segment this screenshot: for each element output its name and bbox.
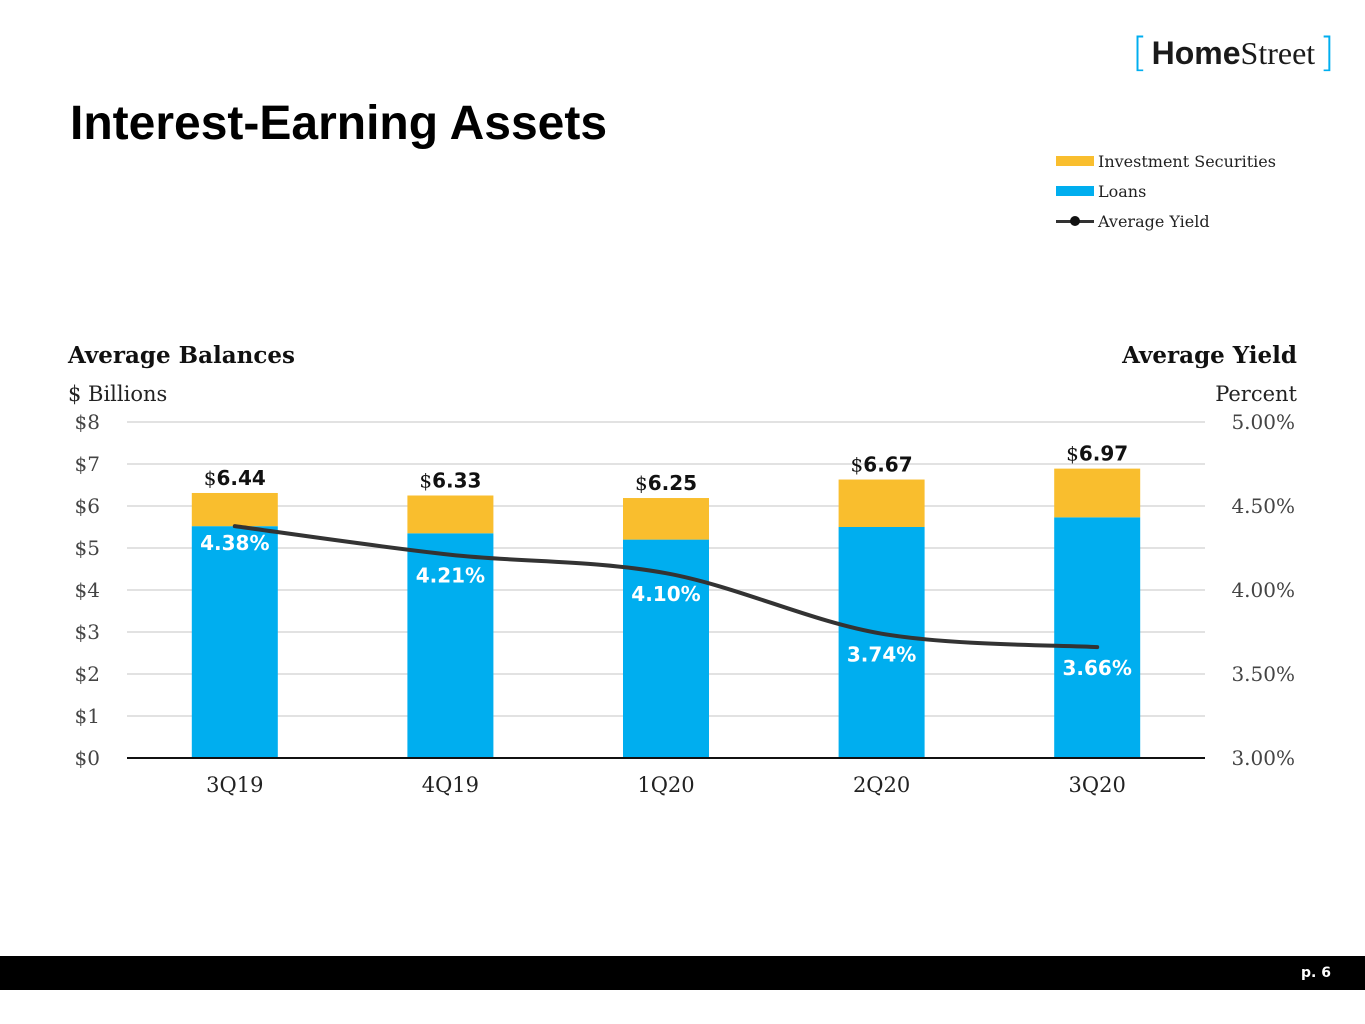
bar-investment <box>407 495 494 534</box>
legend-label-investment: Investment Securities <box>1098 151 1276 171</box>
total-label-value: 6.97 <box>1079 442 1128 466</box>
legend-swatch-yield <box>1056 216 1094 226</box>
total-label: $6.97 <box>1066 442 1128 466</box>
y-tick-label: $3 <box>75 620 100 644</box>
legend-label-loans: Loans <box>1098 181 1147 201</box>
y-tick-label: $2 <box>75 662 100 686</box>
total-label: $6.33 <box>419 469 481 493</box>
legend-swatch-loans <box>1056 186 1094 196</box>
bar-loans <box>623 539 709 758</box>
page-number: p. 6 <box>1301 965 1331 981</box>
total-label-prefix: $ <box>419 469 432 493</box>
y2-tick-label: 3.00% <box>1231 746 1295 770</box>
logo-bracket-right: ] <box>1319 30 1335 76</box>
x-tick-label: 4Q19 <box>422 773 479 797</box>
left-axis-heading: Average Balances <box>68 342 295 369</box>
bar-loans <box>191 526 278 758</box>
total-label-prefix: $ <box>851 453 864 477</box>
footer-bar <box>0 956 1365 990</box>
logo-bracket-left: [ <box>1132 30 1148 76</box>
total-label-value: 6.33 <box>432 469 481 493</box>
logo-home: Home <box>1151 34 1241 71</box>
y2-tick-label: 4.50% <box>1231 494 1295 518</box>
right-axis-heading: Average Yield <box>1122 342 1297 369</box>
total-label-value: 6.25 <box>648 471 697 495</box>
legend-item-investment: Investment Securities <box>1056 146 1276 176</box>
y-tick-label: $8 <box>75 410 100 434</box>
total-label-prefix: $ <box>635 471 648 495</box>
y-tick-label: $1 <box>75 704 100 728</box>
x-tick-label: 3Q20 <box>1069 773 1126 797</box>
chart-legend: Investment Securities Loans Average Yiel… <box>1056 146 1276 236</box>
y-tick-label: $0 <box>75 746 100 770</box>
total-label: $6.67 <box>851 453 913 477</box>
legend-swatch-investment <box>1056 156 1094 166</box>
page-title: Interest-Earning Assets <box>70 97 608 150</box>
left-axis-unit: $ Billions <box>68 382 168 406</box>
y-tick-label: $7 <box>75 452 100 476</box>
homestreet-logo: [ HomeStreet ] <box>1132 30 1335 76</box>
bar-investment <box>838 479 925 527</box>
bar-investment <box>623 498 709 540</box>
legend-item-yield: Average Yield <box>1056 206 1276 236</box>
right-axis-unit: Percent <box>1215 382 1297 406</box>
logo-wordmark: HomeStreet <box>1148 35 1320 72</box>
y2-tick-label: 4.00% <box>1231 578 1295 602</box>
bar-investment <box>1054 468 1141 518</box>
yield-label: 4.21% <box>416 564 485 588</box>
bar-loans <box>1054 517 1141 758</box>
x-tick-label: 1Q20 <box>637 773 694 797</box>
legend-item-loans: Loans <box>1056 176 1276 206</box>
total-label: $6.44 <box>204 466 266 490</box>
x-tick-label: 3Q19 <box>206 773 263 797</box>
total-label-value: 6.44 <box>216 466 265 490</box>
bar-loans <box>407 533 494 758</box>
yield-label: 3.66% <box>1063 656 1132 680</box>
bar-loans <box>838 527 925 758</box>
y-tick-label: $5 <box>75 536 100 560</box>
total-label-prefix: $ <box>1066 442 1079 466</box>
yield-label: 4.10% <box>631 582 700 606</box>
total-label-value: 6.67 <box>863 453 912 477</box>
y2-tick-label: 5.00% <box>1231 410 1295 434</box>
logo-street: Street <box>1240 34 1316 71</box>
total-label-prefix: $ <box>204 466 217 490</box>
yield-line <box>232 524 1100 650</box>
total-label: $6.25 <box>635 471 697 495</box>
y-tick-label: $4 <box>75 578 100 602</box>
yield-label: 3.74% <box>847 643 916 667</box>
yield-label: 4.38% <box>200 531 269 555</box>
legend-label-yield: Average Yield <box>1098 211 1210 231</box>
y-tick-label: $6 <box>75 494 100 518</box>
x-tick-label: 2Q20 <box>853 773 910 797</box>
y2-tick-label: 3.50% <box>1231 662 1295 686</box>
bar-investment <box>191 492 278 527</box>
